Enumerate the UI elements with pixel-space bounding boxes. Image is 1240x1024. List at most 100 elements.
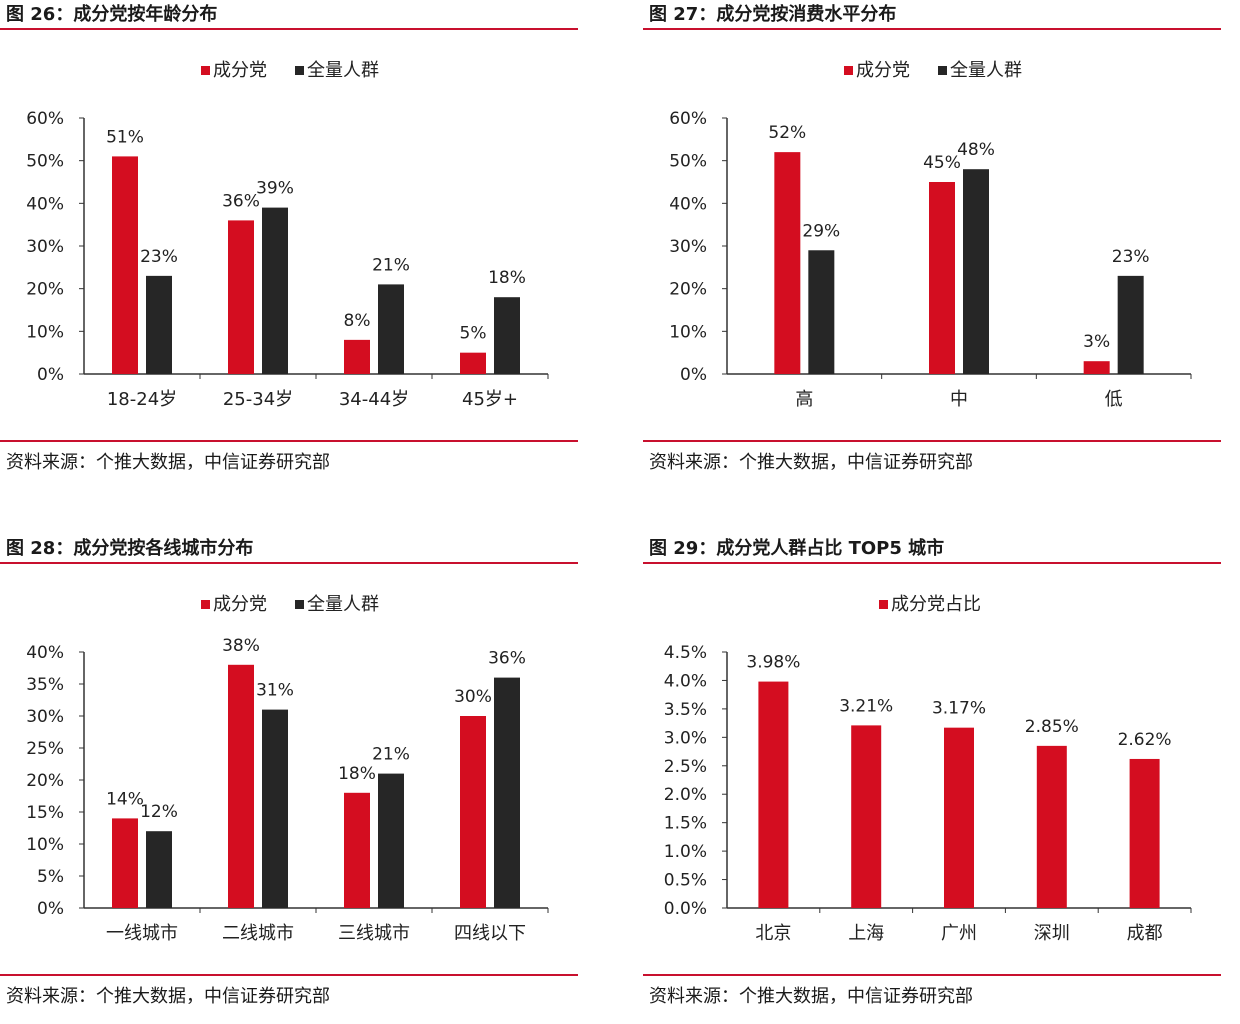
x-tick-label: 北京 (755, 923, 791, 944)
bar (808, 250, 835, 374)
title-rule (643, 562, 1221, 564)
bar (1129, 758, 1160, 908)
bar (146, 831, 172, 908)
data-label: 45% (923, 153, 961, 173)
data-label: 21% (372, 745, 410, 765)
y-tick-label: 20% (669, 280, 707, 300)
y-tick-label: 1.0% (664, 842, 707, 862)
x-tick-label: 三线城市 (338, 923, 410, 944)
legend-label: 成分党 (213, 594, 267, 615)
data-label: 51% (106, 127, 144, 147)
legend-swatch (938, 66, 947, 75)
y-tick-label: 30% (26, 237, 64, 257)
y-tick-label: 50% (26, 152, 64, 172)
chart-source: 资料来源：个推大数据，中信证券研究部 (6, 452, 330, 473)
bar (1117, 275, 1144, 374)
source-rule (643, 440, 1221, 442)
y-tick-label: 2.0% (664, 785, 707, 805)
data-label: 36% (222, 191, 260, 211)
y-tick-label: 25% (26, 739, 64, 759)
chart-panel-city-tier: 图 28：成分党按各线城市分布 成分党 全量人群 0% 5% 10% 15% 20% 25% 3… (0, 534, 578, 1024)
y-tick-label: 10% (26, 322, 64, 342)
chart-title: 图 27：成分党按消费水平分布 (649, 4, 897, 25)
bar (378, 773, 404, 908)
data-label: 48% (957, 140, 995, 160)
data-label: 3% (1083, 332, 1110, 352)
chart-svg: 成分党 全量人群 0% 10% 20% 30% 40% 50% 60% 52% 29% 高 45%48%… (669, 60, 1192, 410)
y-tick-label: 1.5% (664, 814, 707, 834)
chart-title: 图 29：成分党人群占比 TOP5 城市 (649, 538, 945, 559)
x-tick-label: 34-44岁 (339, 389, 409, 410)
x-tick-label: 一线城市 (106, 923, 178, 944)
data-label: 38% (222, 636, 260, 656)
data-label: 3.21% (839, 696, 893, 716)
legend-swatch (295, 600, 304, 609)
data-label: 23% (140, 247, 178, 267)
data-label: 52% (768, 123, 806, 143)
y-tick-label: 35% (26, 675, 64, 695)
y-tick-label: 30% (26, 707, 64, 727)
y-tick-label: 2.5% (664, 757, 707, 777)
data-label: 36% (488, 649, 526, 669)
x-tick-label: 二线城市 (222, 923, 294, 944)
data-label: 12% (140, 802, 178, 822)
y-tick-label: 60% (26, 109, 64, 129)
chart-title: 图 26：成分党按年龄分布 (6, 4, 218, 25)
y-tick-label: 5% (37, 867, 64, 887)
y-tick-label: 40% (26, 643, 64, 663)
y-tick-label: 0.5% (664, 871, 707, 891)
y-tick-label: 4.0% (664, 671, 707, 691)
y-tick-label: 0% (37, 365, 64, 385)
bar (460, 716, 486, 908)
bar (262, 709, 288, 908)
bar (112, 156, 138, 374)
bar (228, 664, 254, 908)
data-label: 3.98% (746, 653, 800, 673)
y-tick-label: 3.0% (664, 728, 707, 748)
bar (146, 275, 172, 374)
bar (494, 677, 520, 908)
legend-label: 成分党占比 (891, 594, 981, 615)
legend-label: 全量人群 (307, 60, 379, 81)
bar (758, 681, 789, 908)
x-tick-label: 上海 (848, 923, 884, 944)
y-tick-label: 40% (669, 194, 707, 214)
title-rule (0, 562, 578, 564)
bar (851, 725, 882, 908)
bar (344, 792, 370, 908)
data-label: 39% (256, 179, 294, 199)
data-label: 5% (460, 324, 487, 344)
chart-svg: 成分党 全量人群 0% 5% 10% 15% 20% 25% 30% 35% 40% 14%12% 一线… (26, 594, 549, 944)
y-tick-label: 20% (26, 771, 64, 791)
bar (494, 297, 520, 374)
bar (112, 818, 138, 908)
y-tick-label: 0% (680, 365, 707, 385)
chart-svg: 成分党占比 0.0% 0.5% 1.0% 1.5% 2.0% 2.5% 3.0% 3.5% 4.0… (664, 594, 1192, 944)
y-tick-label: 3.5% (664, 700, 707, 720)
data-label: 3.17% (932, 699, 986, 719)
bar (944, 727, 974, 908)
x-tick-label: 45岁+ (462, 389, 518, 410)
bar (929, 182, 955, 374)
data-label: 30% (454, 687, 492, 707)
chart-source: 资料来源：个推大数据，中信证券研究部 (649, 452, 973, 473)
y-tick-label: 10% (26, 835, 64, 855)
legend-swatch (844, 66, 853, 75)
bar (1036, 745, 1067, 908)
bar (963, 169, 989, 374)
x-tick-label: 成都 (1127, 923, 1163, 944)
legend-swatch (201, 600, 210, 609)
legend-swatch (201, 66, 210, 75)
y-tick-label: 4.5% (664, 643, 707, 663)
y-tick-label: 50% (669, 152, 707, 172)
x-tick-label: 广州 (941, 923, 977, 944)
legend-label: 成分党 (856, 60, 910, 81)
y-tick-label: 30% (669, 237, 707, 257)
data-label: 2.85% (1025, 717, 1079, 737)
y-tick-label: 20% (26, 280, 64, 300)
bar (378, 284, 404, 374)
x-tick-label: 四线以下 (454, 923, 526, 944)
data-label: 29% (802, 221, 840, 241)
chart-panel-consumption: 图 27：成分党按消费水平分布 成分党 全量人群 0% 10% 20% 30% 40% 50%… (643, 0, 1221, 490)
x-tick-label: 18-24岁 (107, 389, 177, 410)
